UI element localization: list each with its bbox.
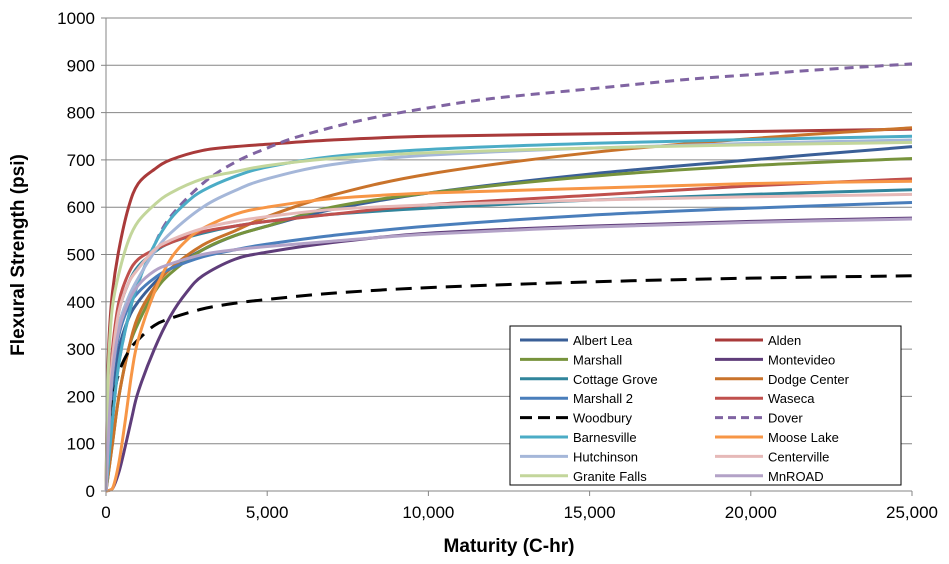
series-line-alden (104, 127, 913, 492)
legend-label-moose-lake: Moose Lake (768, 430, 839, 445)
legend-label-alden: Alden (768, 333, 801, 348)
x-tick-label: 5,000 (246, 503, 289, 522)
y-tick-label: 900 (67, 56, 95, 75)
legend-label-centerville: Centerville (768, 449, 829, 464)
legend-label-dodge-center: Dodge Center (768, 372, 850, 387)
x-tick-label: 15,000 (564, 503, 616, 522)
legend-label-waseca: Waseca (768, 391, 815, 406)
y-axis-title: Flexural Strength (psi) (8, 154, 29, 356)
series-line-granite-falls (104, 140, 913, 492)
series-line-centerville (104, 192, 913, 492)
legend-label-granite-falls: Granite Falls (573, 469, 647, 484)
y-tick-label: 100 (67, 435, 95, 454)
legend-label-marshall-2: Marshall 2 (573, 391, 633, 406)
x-tick-label: 25,000 (886, 503, 938, 522)
series-line-barnesville (104, 134, 913, 492)
y-tick-label: 400 (67, 293, 95, 312)
y-tick-label: 700 (67, 151, 95, 170)
x-tick-label: 0 (101, 503, 110, 522)
x-tick-label: 20,000 (725, 503, 777, 522)
legend: Albert Lea Alden Marshall Montevideo Cottage… (509, 325, 902, 486)
y-tick-label: 500 (67, 246, 95, 265)
legend-label-woodbury: Woodbury (573, 411, 633, 426)
series-line-mnroad (104, 217, 913, 492)
x-tick-labels: 0 5,000 10,000 15,000 20,000 25,000 (101, 503, 938, 522)
legend-label-albert-lea: Albert Lea (573, 333, 633, 348)
legend-label-hutchinson: Hutchinson (573, 449, 638, 464)
series-line-dodge-center (104, 126, 913, 492)
y-tick-label: 800 (67, 104, 95, 123)
series-line-dover (104, 62, 913, 492)
legend-label-cottage-grove: Cottage Grove (573, 372, 658, 387)
legend-label-marshall: Marshall (573, 352, 622, 367)
legend-label-dover: Dover (768, 411, 803, 426)
x-axis-title: Maturity (C-hr) (444, 536, 575, 557)
y-tick-label: 0 (86, 482, 95, 501)
gridlines (101, 17, 913, 496)
y-tick-label: 1000 (57, 9, 95, 28)
legend-label-mnroad: MnROAD (768, 469, 824, 484)
y-tick-label: 300 (67, 340, 95, 359)
axes (105, 18, 912, 492)
legend-label-montevideo: Montevideo (768, 352, 835, 367)
y-tick-labels: 0 100 200 300 400 500 600 700 800 900 1000 (57, 9, 95, 501)
y-tick-label: 600 (67, 198, 95, 217)
legend-box (509, 325, 902, 486)
x-tick-label: 10,000 (402, 503, 454, 522)
y-tick-label: 200 (67, 387, 95, 406)
legend-label-barnesville: Barnesville (573, 430, 637, 445)
series-line-waseca (104, 177, 913, 492)
plot-area (104, 62, 913, 493)
